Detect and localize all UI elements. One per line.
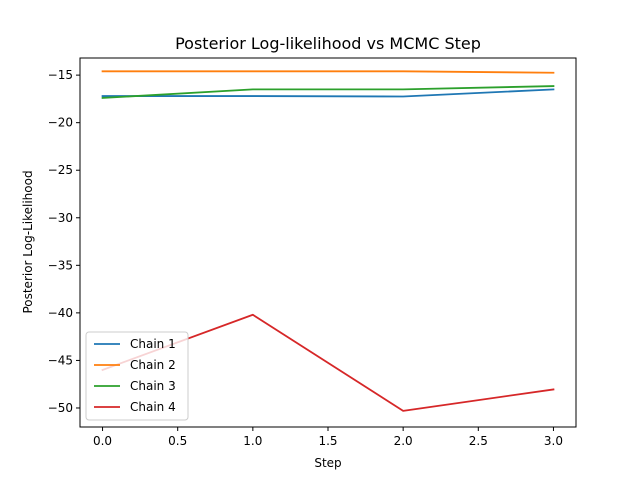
y-axis: −15 −20 −25 −30 −35 −40 −45 −50 xyxy=(48,68,80,415)
x-tick-label: 2.0 xyxy=(394,434,413,448)
x-tick-label: 2.5 xyxy=(469,434,488,448)
x-axis-label: Step xyxy=(314,456,341,470)
x-tick-label: 1.0 xyxy=(243,434,262,448)
chart-title: Posterior Log-likelihood vs MCMC Step xyxy=(175,34,481,53)
y-tick-label: −30 xyxy=(48,211,73,225)
x-axis: 0.0 0.5 1.0 1.5 2.0 2.5 3.0 xyxy=(93,427,563,448)
series-line-chain-2 xyxy=(101,70,555,74)
y-tick-label: −45 xyxy=(48,353,73,367)
y-tick-label: −20 xyxy=(48,116,73,130)
legend: Chain 1 Chain 2 Chain 3 Chain 4 xyxy=(85,331,189,421)
legend-label-chain-1: Chain 1 xyxy=(130,337,176,351)
y-tick-label: −35 xyxy=(48,258,73,272)
y-tick-label: −40 xyxy=(48,306,73,320)
series-line-chain-1 xyxy=(101,88,555,98)
series-line-chain-3 xyxy=(101,85,555,99)
legend-label-chain-2: Chain 2 xyxy=(130,358,176,372)
x-tick-label: 0.5 xyxy=(168,434,187,448)
x-tick-label: 3.0 xyxy=(544,434,563,448)
y-axis-label: Posterior Log-Likelihood xyxy=(21,170,35,313)
legend-box xyxy=(85,331,189,421)
legend-label-chain-3: Chain 3 xyxy=(130,379,176,393)
y-tick-label: −50 xyxy=(48,401,73,415)
x-tick-label: 1.5 xyxy=(318,434,337,448)
y-tick-label: −25 xyxy=(48,163,73,177)
y-tick-label: −15 xyxy=(48,68,73,82)
legend-label-chain-4: Chain 4 xyxy=(130,400,176,414)
x-tick-label: 0.0 xyxy=(93,434,112,448)
